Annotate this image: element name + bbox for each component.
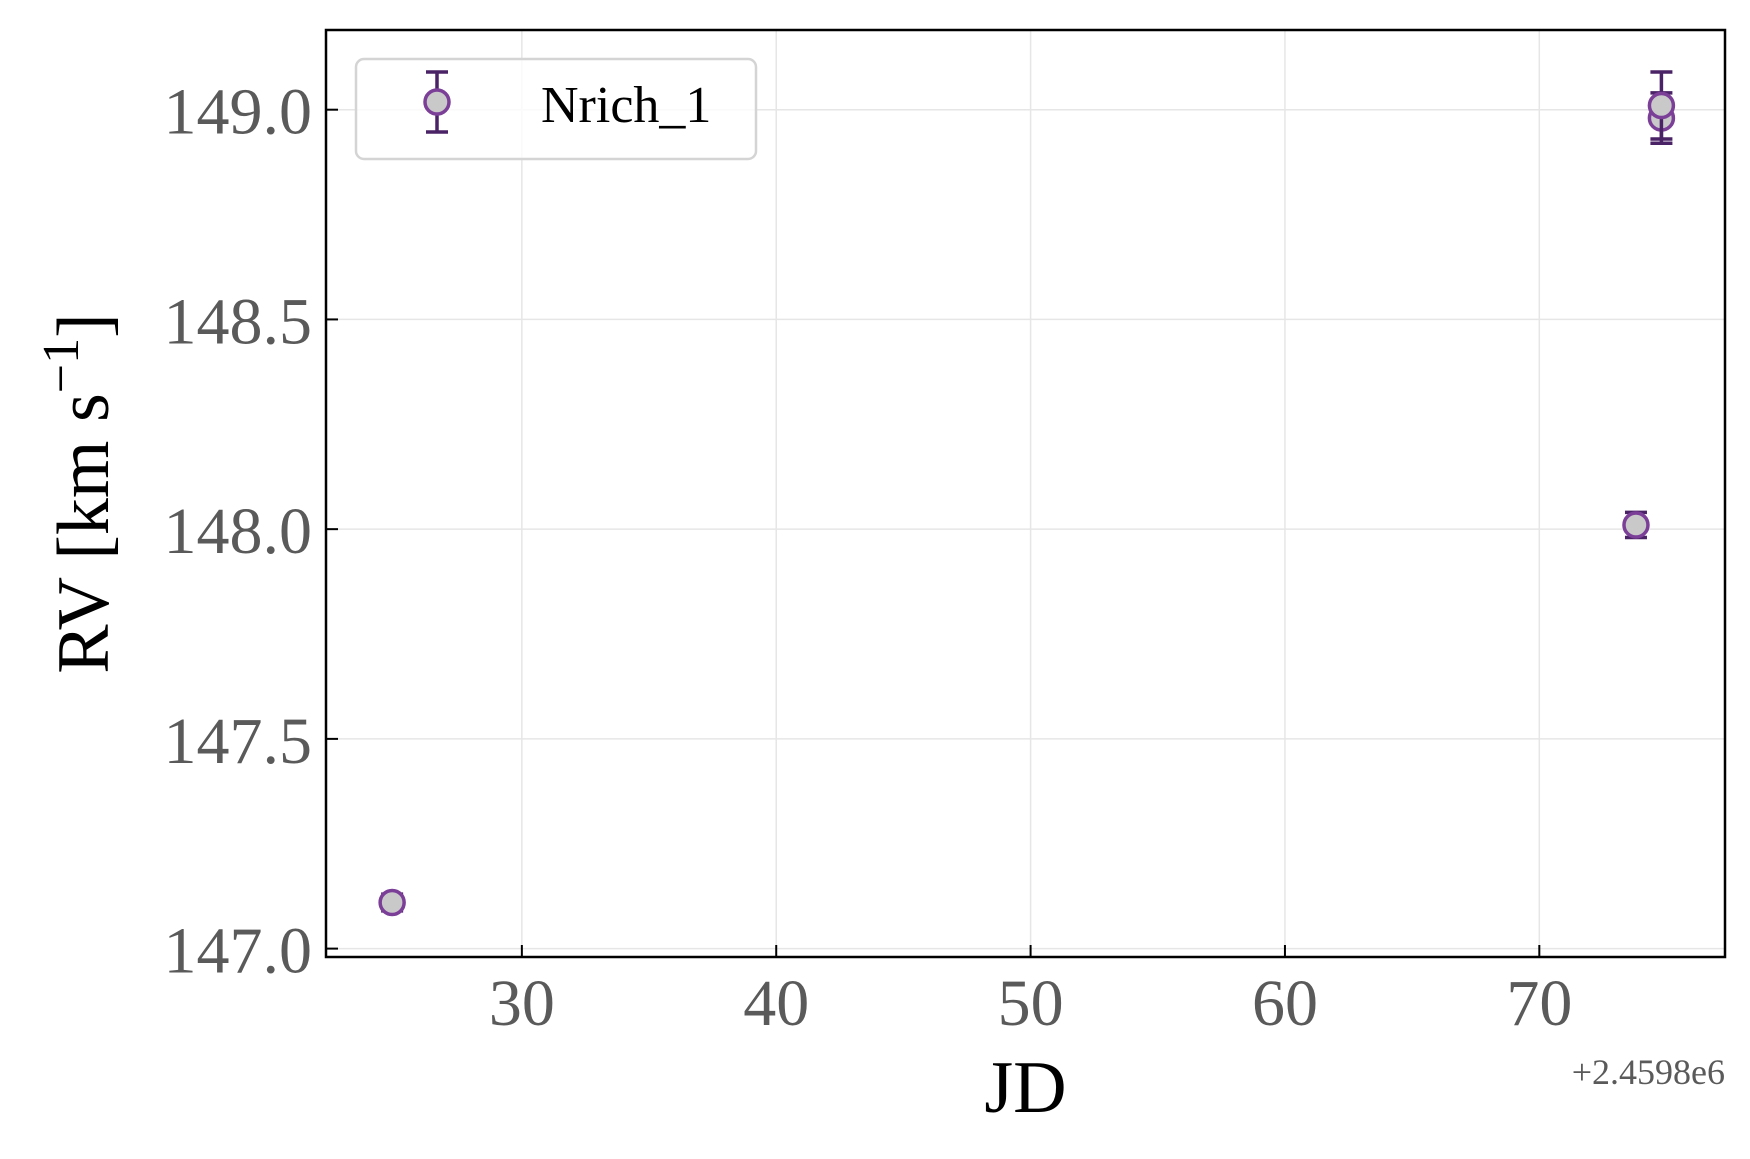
grid (326, 30, 1725, 957)
point-marker (378, 888, 406, 917)
x-tick-label: 50 (998, 967, 1064, 1040)
legend: Nrich_1 (354, 57, 758, 161)
x-tick-label: 40 (743, 967, 809, 1040)
point-marker (1647, 91, 1676, 120)
y-tick-label: 147.0 (164, 915, 313, 988)
legend-marker-circle (423, 88, 451, 116)
x-axis-title: JD (984, 1047, 1066, 1129)
y-axis-title: RV [km s−1] (33, 313, 125, 674)
axis-ticks: 30 40 50 60 70 147.0 147.5 148.0 148.5 149.0 (164, 76, 1573, 1040)
y-tick-label: 149.0 (164, 76, 313, 149)
y-tick-label: 148.5 (164, 285, 313, 358)
data-points (378, 70, 1676, 917)
legend-marker (423, 70, 451, 134)
point-marker (1622, 511, 1650, 539)
legend-box (354, 57, 758, 161)
x-tick-label: 30 (489, 967, 555, 1040)
x-tick-label: 70 (1506, 967, 1572, 1040)
data-point (1647, 70, 1676, 141)
y-tick-label: 148.0 (164, 495, 313, 568)
y-axis-title-main: RV [km s (43, 393, 125, 674)
y-tick-label: 147.5 (164, 705, 313, 778)
y-axis-title-exponent: −1 (33, 338, 90, 393)
y-axis-title-bracket: ] (43, 313, 125, 338)
data-point (378, 888, 406, 917)
legend-entry-nrich-1: Nrich_1 (541, 77, 711, 134)
plot-frame (324, 28, 1727, 959)
x-axis-offset-label: +2.4598e6 (1572, 1052, 1725, 1092)
x-tick-label: 60 (1252, 967, 1318, 1040)
data-point (1622, 510, 1650, 540)
